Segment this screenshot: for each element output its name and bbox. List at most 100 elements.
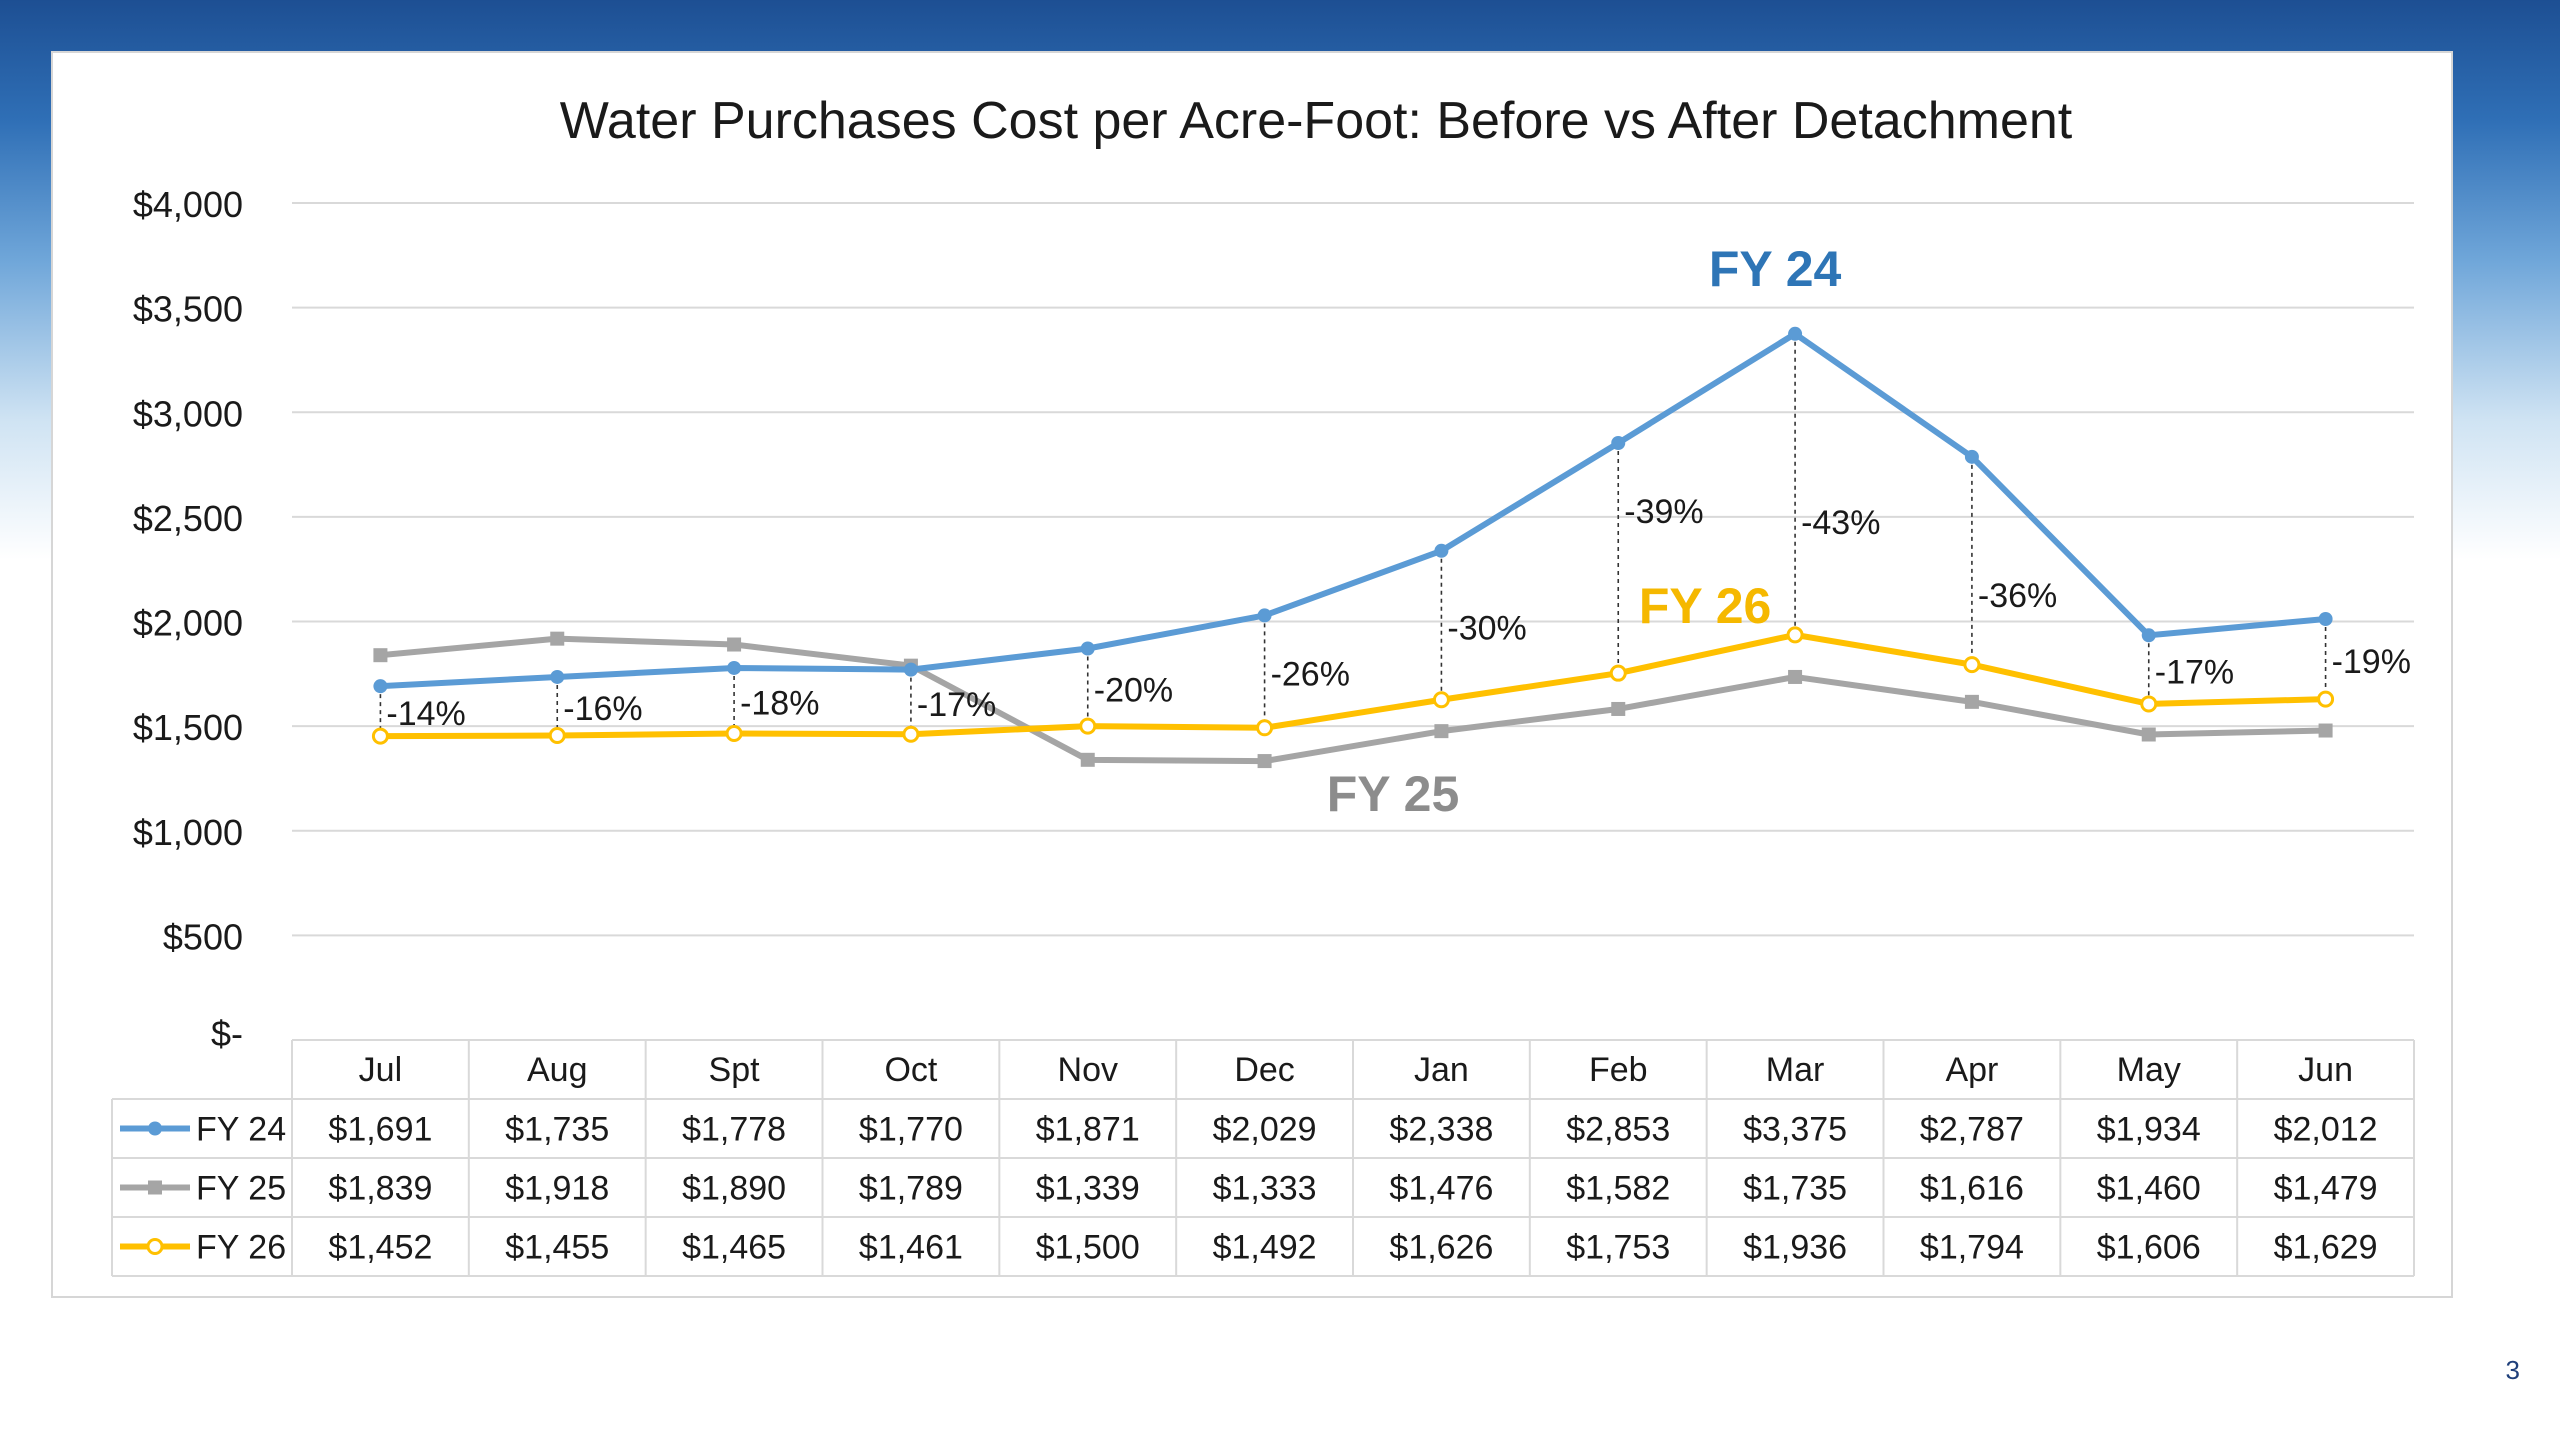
point-fy24 [550,669,565,684]
table-cell: $2,012 [2274,1111,2378,1149]
table-header-cell: Dec [1234,1051,1294,1089]
chart-title: Water Purchases Cost per Acre-Foot: Befo… [560,92,2073,150]
legend-label-fy24: FY 24 [196,1111,286,1149]
pct-change-label: -20% [1094,671,1173,709]
point-fy24 [1964,449,1979,464]
table-header-cell: Jun [2298,1051,2353,1089]
point-fy26 [1079,717,1097,735]
y-tick-label: $1,000 [133,812,243,853]
point-fy24 [2318,611,2333,626]
series-lines [371,326,2335,769]
y-tick-label: $3,500 [133,289,243,330]
table-cell: $3,375 [1743,1111,1847,1149]
series-annotations: FY 24 FY 25 FY 26 [1327,241,1842,822]
y-tick-label: $500 [163,916,243,957]
point-fy25 [727,637,742,652]
series-annotation-fy24: FY 24 [1709,241,1842,297]
table-cell: $1,479 [2274,1170,2378,1208]
chart-panel [51,51,2453,1298]
point-fy25 [1964,694,1979,709]
point-fy24 [373,679,388,694]
percent-change-labels: -14% -16% -18% -17% -20% -26% -30% -39% -43% -36%… [386,493,2411,733]
pct-change-label: -16% [563,690,642,728]
table-cell: $1,691 [328,1111,432,1149]
point-fy26 [2317,690,2335,708]
table-cell: $1,465 [682,1229,786,1267]
point-fy24 [1257,608,1272,623]
legend-key-marker-fy25 [148,1180,162,1195]
drop-lines [379,333,2327,737]
pct-change-label: -17% [917,686,996,724]
pct-change-label: -17% [2155,654,2234,692]
y-tick-label: $3,000 [133,393,243,434]
y-tick-label: $2,500 [133,498,243,539]
point-fy26 [2140,695,2158,713]
table-cell: $1,794 [1920,1229,2024,1267]
pct-change-label: -26% [1271,656,1350,694]
data-table: Jul Aug Spt Oct Nov Dec Jan Feb Mar Apr May Jun FY 2… [111,1039,2415,1277]
y-tick-label: $1,500 [133,707,243,748]
y-tick-label: $- [211,1013,243,1054]
table-cell: $1,582 [1566,1170,1670,1208]
point-fy25 [550,631,565,646]
table-header-cell: Aug [527,1051,588,1089]
point-fy26 [725,724,743,742]
table-header-cell: Mar [1766,1051,1825,1089]
series-line-fy25 [377,635,2329,765]
pct-change-label: -36% [1978,577,2057,615]
table-header-cell: Spt [709,1051,761,1089]
table-header-cell: Feb [1589,1051,1648,1089]
legend-label-fy26: FY 26 [196,1229,286,1267]
point-fy24 [1611,436,1626,451]
table-cell: $1,735 [1743,1170,1847,1208]
point-fy25 [1257,754,1272,769]
table-cell: $1,461 [859,1229,963,1267]
series-annotation-fy25: FY 25 [1327,766,1460,822]
point-fy24 [1434,543,1449,558]
table-cell: $1,778 [682,1111,786,1149]
table-cell: $1,839 [328,1170,432,1208]
table-header-cell: Nov [1058,1051,1118,1089]
table-cell: $2,338 [1389,1111,1493,1149]
y-axis-ticks: $- $500 $1,000 $1,500 $2,000 $2,500 $3,000 $3,5… [133,184,243,1054]
table-header-cell: Jul [359,1051,402,1089]
table-cell: $1,871 [1036,1111,1140,1149]
point-fy25 [2141,727,2156,742]
point-fy24 [727,660,742,675]
point-fy24 [2141,628,2156,643]
point-fy25 [373,648,388,663]
table-cell: $1,626 [1389,1229,1493,1267]
point-fy26 [902,725,920,743]
point-fy26 [1256,719,1274,737]
series-annotation-fy26: FY 26 [1639,578,1772,634]
point-fy26 [1609,664,1627,682]
table-header-cell: Jan [1414,1051,1469,1089]
pct-change-label: -43% [1801,504,1880,542]
table-cell: $2,787 [1920,1111,2024,1149]
point-fy26 [371,727,389,745]
point-fy25 [1434,724,1449,739]
series-line-fy26 [377,631,2329,740]
table-cell: $1,936 [1743,1229,1847,1267]
table-cell: $1,934 [2097,1111,2201,1149]
table-cell: $1,606 [2097,1229,2201,1267]
pct-change-label: -19% [2332,643,2411,681]
legend-key-marker-fy26 [146,1238,164,1255]
point-fy26 [1786,626,1804,644]
point-fy25 [1080,752,1095,767]
table-cell: $1,460 [2097,1170,2201,1208]
table-cell: $1,753 [1566,1229,1670,1267]
pct-change-label: -30% [1447,609,1526,647]
table-cell: $1,789 [859,1170,963,1208]
gridlines [292,202,2414,937]
table-header-cell: Apr [1945,1051,1998,1089]
table-cell: $1,770 [859,1111,963,1149]
table-cell: $1,500 [1036,1229,1140,1267]
table-cell: $2,029 [1213,1111,1317,1149]
pct-change-label: -39% [1624,493,1703,531]
table-cell: $1,333 [1213,1170,1317,1208]
point-fy25 [2318,723,2333,738]
table-cell: $1,455 [505,1229,609,1267]
table-cell: $1,339 [1036,1170,1140,1208]
